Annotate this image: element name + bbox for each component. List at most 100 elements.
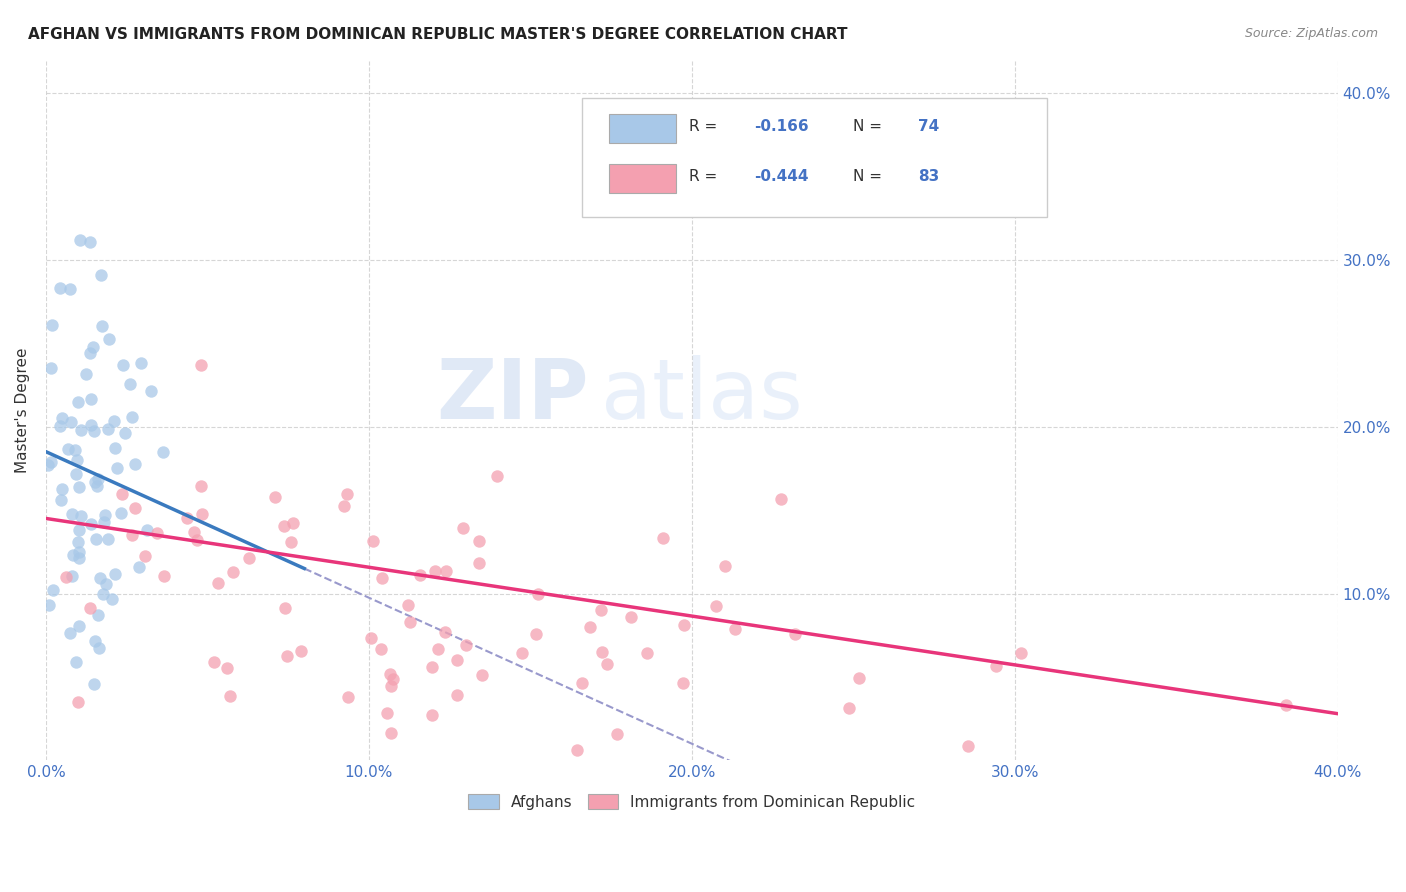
Point — [60, 569, 83, 583]
Point — [93, 508, 115, 522]
Point — [636, 646, 658, 660]
Point — [222, 565, 245, 579]
Point — [446, 688, 468, 702]
Point — [434, 564, 457, 578]
Point — [67, 524, 90, 538]
Point — [848, 671, 870, 685]
Text: ZIP: ZIP — [436, 356, 589, 436]
Point — [471, 668, 494, 682]
Point — [51, 482, 73, 496]
Point — [238, 550, 260, 565]
Point — [124, 457, 146, 471]
Text: R =: R = — [689, 119, 723, 134]
Point — [65, 655, 87, 669]
Point — [207, 575, 229, 590]
Point — [62, 508, 84, 522]
Point — [67, 481, 90, 495]
Point — [468, 556, 491, 570]
Point — [219, 689, 242, 703]
Point — [67, 618, 90, 632]
Point — [399, 615, 422, 630]
Text: -0.444: -0.444 — [754, 169, 808, 184]
Point — [39, 455, 62, 469]
Point — [67, 544, 90, 558]
Point — [79, 346, 101, 360]
Point — [83, 677, 105, 691]
Point — [957, 739, 980, 754]
Point — [290, 644, 312, 658]
Point — [55, 570, 77, 584]
Point — [41, 582, 63, 597]
Point — [37, 458, 59, 472]
Point — [110, 507, 132, 521]
Point — [89, 571, 111, 585]
Point — [486, 469, 509, 483]
Point — [84, 475, 107, 490]
Text: atlas: atlas — [602, 356, 803, 436]
Point — [97, 332, 120, 346]
Point — [129, 356, 152, 370]
Point — [191, 508, 214, 522]
Point — [82, 340, 104, 354]
Point — [112, 358, 135, 372]
Point — [141, 384, 163, 398]
Text: N =: N = — [853, 169, 887, 184]
Point — [591, 645, 613, 659]
Point — [838, 701, 860, 715]
Text: 83: 83 — [918, 169, 939, 184]
Point — [360, 632, 382, 646]
Point — [217, 661, 239, 675]
Point — [363, 533, 385, 548]
FancyBboxPatch shape — [609, 164, 676, 194]
Point — [97, 422, 120, 436]
Point — [114, 425, 136, 440]
Text: Source: ZipAtlas.com: Source: ZipAtlas.com — [1244, 27, 1378, 40]
Point — [49, 419, 72, 434]
Point — [378, 667, 401, 681]
Point — [49, 280, 72, 294]
Point — [280, 535, 302, 549]
Point — [434, 624, 457, 639]
Point — [606, 727, 628, 741]
Point — [783, 627, 806, 641]
Point — [276, 648, 298, 663]
Point — [273, 518, 295, 533]
Point — [769, 492, 792, 507]
Point — [370, 571, 392, 585]
Point — [104, 566, 127, 581]
Point — [91, 587, 114, 601]
Point — [468, 533, 491, 548]
Point — [75, 367, 97, 381]
Point — [79, 601, 101, 615]
Point — [190, 479, 212, 493]
Point — [97, 532, 120, 546]
Point — [86, 478, 108, 492]
Point — [183, 524, 205, 539]
Point — [84, 533, 107, 547]
Point — [134, 549, 156, 563]
Point — [527, 586, 550, 600]
Text: -0.166: -0.166 — [754, 119, 808, 134]
Point — [370, 641, 392, 656]
Point — [70, 423, 93, 437]
Point — [381, 673, 404, 687]
Point — [84, 634, 107, 648]
Point — [146, 525, 169, 540]
Point — [571, 676, 593, 690]
Point — [420, 707, 443, 722]
Point — [274, 601, 297, 615]
Point — [128, 559, 150, 574]
Point — [41, 318, 63, 332]
Point — [565, 743, 588, 757]
Point — [83, 424, 105, 438]
Point — [456, 639, 478, 653]
Point — [427, 642, 450, 657]
Point — [121, 528, 143, 542]
Point — [79, 235, 101, 249]
Point — [398, 598, 420, 612]
Point — [672, 676, 695, 690]
Point — [673, 618, 696, 632]
Point — [65, 467, 87, 481]
Point — [591, 603, 613, 617]
Y-axis label: Master's Degree: Master's Degree — [15, 347, 30, 473]
